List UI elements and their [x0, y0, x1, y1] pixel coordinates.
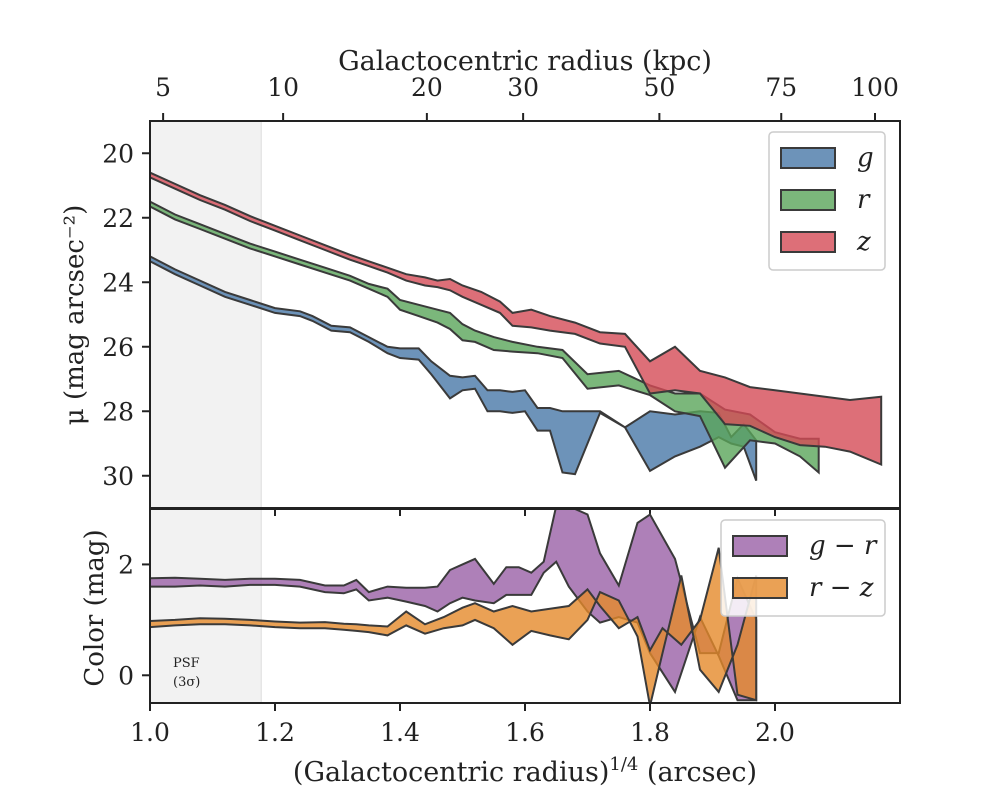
- bottom-x-tick-label: 1.6: [505, 718, 545, 747]
- bottom-psf-region: [149, 508, 262, 704]
- top-x-axis-title: Galactocentric radius (kpc): [338, 46, 712, 77]
- bottom-x-axis-title: (Galactocentric radius)1/4 (arcsec): [293, 754, 757, 788]
- bottom-panel: 02 1.0 1.2 1.4 1.6 1.8 2.0 PSF (3σ) Color (ma…: [80, 508, 901, 788]
- top-x-axis-kpc: 5 10 20 30 50 75 100: [155, 73, 899, 121]
- legend-swatch: [780, 189, 836, 211]
- bottom-y-axis: 02: [118, 550, 150, 690]
- bottom-y-tick-label: 2: [118, 550, 134, 579]
- legend-label: z: [856, 227, 871, 257]
- top-y-axis-title: μ (mag arcsec⁻²): [60, 205, 90, 425]
- psf-label-line2: (3σ): [173, 675, 200, 690]
- kpc-tick-label: 100: [851, 73, 899, 102]
- top-y-tick-label: 20: [102, 139, 134, 168]
- bottom-legend: g − r r − z: [720, 519, 886, 617]
- legend-label: g − r: [809, 531, 878, 561]
- bottom-x-axis: 1.0 1.2 1.4 1.6 1.8 2.0: [130, 703, 795, 747]
- legend-label: r: [857, 185, 871, 215]
- legend-swatch: [780, 231, 836, 253]
- top-y-axis: 20 22 24 26 28 30: [102, 139, 150, 491]
- top-legend: grz: [768, 131, 886, 271]
- legend-swatch: [732, 535, 788, 557]
- legend-label: g: [857, 143, 874, 173]
- x-title-unit: (arcsec): [638, 757, 757, 788]
- band-z: [150, 171, 883, 466]
- kpc-tick-label: 20: [411, 73, 443, 102]
- x-title-sup: 1/4: [609, 754, 638, 775]
- legend-swatch: [732, 577, 788, 599]
- bottom-panel-frame: [149, 508, 901, 704]
- bottom-x-tick-label: 1.2: [255, 718, 295, 747]
- legend-swatch: [780, 147, 836, 169]
- legend-label: r − z: [809, 573, 874, 603]
- top-series-group: [150, 171, 883, 481]
- top-y-tick-label: 24: [102, 268, 134, 297]
- top-y-tick-label: 26: [102, 333, 134, 362]
- kpc-tick-label: 75: [765, 73, 797, 102]
- top-panel: 20 22 24 26 28 30 5 10 20 30 50 75 100 Galactocentr…: [60, 46, 901, 516]
- kpc-tick-label: 30: [507, 73, 539, 102]
- bottom-x-tick-label: 1.8: [630, 718, 670, 747]
- psf-label-line1: PSF: [173, 656, 200, 671]
- bottom-y-axis-title: Color (mag): [80, 529, 110, 686]
- bottom-x-tick-label: 1.0: [130, 718, 170, 747]
- kpc-tick-label: 10: [267, 73, 299, 102]
- top-y-tick-label: 22: [102, 204, 134, 233]
- bottom-x-tick-label: 2.0: [755, 718, 795, 747]
- bottom-x-tick-label: 1.4: [380, 718, 420, 747]
- x-title-base: (Galactocentric radius): [293, 757, 609, 788]
- top-y-tick-label: 30: [102, 462, 134, 491]
- top-y-tick-label: 28: [102, 397, 134, 426]
- kpc-tick-label: 5: [155, 73, 171, 102]
- bottom-y-tick-label: 0: [118, 661, 134, 690]
- kpc-tick-label: 50: [643, 73, 675, 102]
